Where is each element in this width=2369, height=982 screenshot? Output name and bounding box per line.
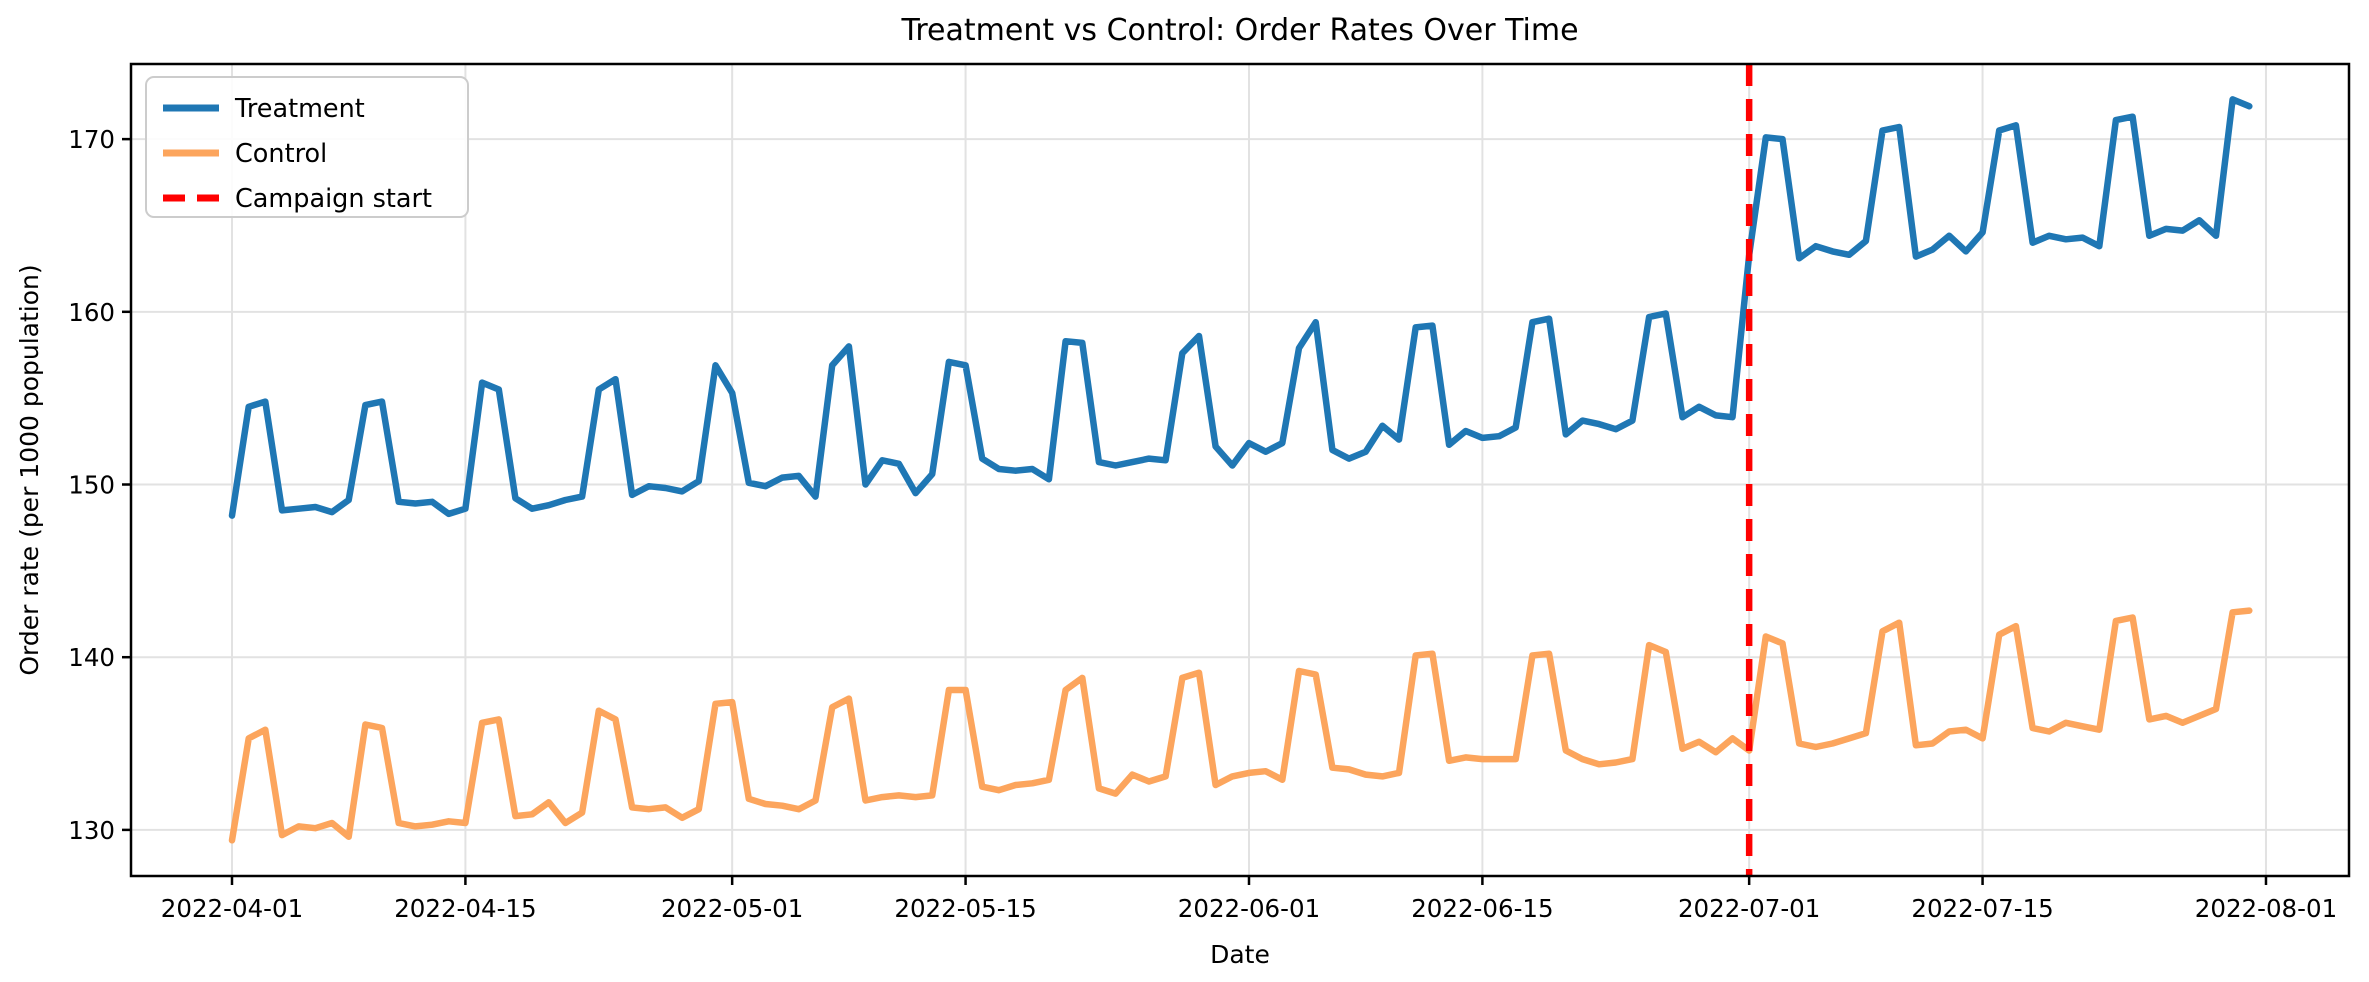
legend: Treatment Control Campaign start [145, 76, 469, 218]
y-tick-label: 150 [68, 471, 115, 500]
x-tick-label: 2022-08-01 [2195, 894, 2337, 923]
x-axis: 2022-04-01 2022-04-15 2022-05-01 2022-05-15… [161, 876, 2337, 923]
x-tick-label: 2022-07-15 [1911, 894, 2053, 923]
legend-label-treatment: Treatment [234, 94, 365, 124]
treatment-line [228, 96, 2253, 519]
axes-spines [129, 62, 2351, 878]
x-tick-label: 2022-05-15 [894, 894, 1036, 923]
x-tick-label: 2022-04-15 [394, 894, 536, 923]
y-tick-label: 170 [68, 125, 115, 154]
x-axis-label: Date [1210, 940, 1270, 969]
legend-label-campaign-start: Campaign start [235, 184, 432, 214]
x-tick-label: 2022-06-15 [1411, 894, 1553, 923]
x-tick-label: 2022-04-01 [161, 894, 303, 923]
grid [131, 64, 2349, 876]
chart-title: Treatment vs Control: Order Rates Over T… [900, 13, 1578, 48]
x-tick-label: 2022-06-01 [1178, 894, 1320, 923]
y-tick-label: 160 [68, 298, 115, 327]
y-axis-label: Order rate (per 1000 population) [15, 264, 44, 675]
y-tick-label: 140 [68, 643, 115, 672]
legend-box [145, 76, 469, 218]
legend-label-control: Control [235, 139, 327, 169]
y-tick-label: 130 [68, 816, 115, 845]
x-tick-label: 2022-05-01 [661, 894, 803, 923]
control-line [228, 607, 2253, 844]
x-tick-label: 2022-07-01 [1678, 894, 1820, 923]
y-axis: 130 140 150 160 170 [68, 125, 131, 845]
